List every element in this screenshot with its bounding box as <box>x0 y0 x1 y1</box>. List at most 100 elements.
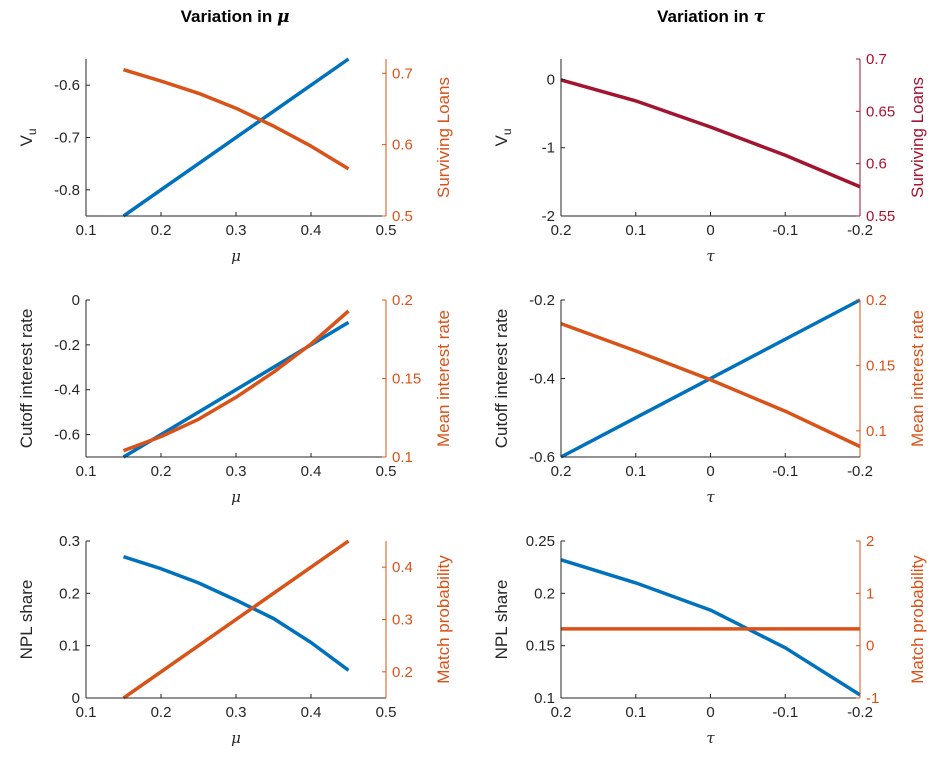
left-tick-label: -0.4 <box>54 382 80 399</box>
right-tick-label: 0 <box>866 638 874 655</box>
right-tick-label: 0.4 <box>392 559 413 576</box>
x-tick-label: 0.5 <box>376 463 397 480</box>
x-tick-label: 0.2 <box>551 704 572 721</box>
x-tick-label: 0.2 <box>151 222 172 239</box>
x-tick-label: 0.1 <box>76 222 97 239</box>
right-axis-label: Match probability <box>434 555 453 684</box>
x-axis-label: μ <box>231 488 241 506</box>
right-tick-label: 0.1 <box>866 423 887 440</box>
right-tick-label: 0.2 <box>392 664 413 681</box>
x-tick-label: 0.3 <box>226 222 247 239</box>
x-tick-label: 0.2 <box>151 704 172 721</box>
subplot-4: 0.2 0.1 0 -0.1 -0.2 τ -0.6 -0.4 -0.2 Cutoff inter… <box>492 292 927 506</box>
right-axis-label: Mean interest rate <box>434 310 453 447</box>
left-tick-label: 0 <box>547 71 555 88</box>
left-tick-label: -0.6 <box>54 427 80 444</box>
left-axis-label-subscript: u <box>25 128 39 135</box>
right-tick-label: 0.7 <box>392 65 413 82</box>
x-axis-label: τ <box>706 488 715 506</box>
right-tick-label: 0.7 <box>866 51 887 68</box>
left-tick-label: 0 <box>72 690 80 707</box>
left-axis-label: NPL share <box>17 580 36 660</box>
right-tick-label: 0.6 <box>866 156 887 173</box>
x-tick-label: 0.1 <box>625 463 646 480</box>
x-tick-label: 0.4 <box>301 222 322 239</box>
left-tick-label: 0.1 <box>534 690 555 707</box>
left-tick-label: 0.2 <box>59 585 80 602</box>
right-axis-label: Mean interest rate <box>908 310 927 447</box>
x-tick-label: 0 <box>706 222 714 239</box>
x-tick-label: 0.1 <box>76 463 97 480</box>
left-axis-label: Vu <box>17 128 39 146</box>
right-tick-label: 0.2 <box>866 292 887 309</box>
x-tick-label: 0.1 <box>625 704 646 721</box>
left-axis-label-subscript: u <box>500 128 514 135</box>
x-tick-label: 0.5 <box>376 704 397 721</box>
left-tick-label: -0.8 <box>54 182 80 199</box>
right-tick-label: 0.2 <box>392 292 413 309</box>
left-tick-label: 0.15 <box>526 638 555 655</box>
column-title-mu: Variation in μ <box>181 7 290 27</box>
right-tick-label: 0.55 <box>866 208 895 225</box>
series-line-2 <box>122 539 350 700</box>
x-tick-label: -0.1 <box>772 463 798 480</box>
x-tick-label: 0.2 <box>551 222 572 239</box>
x-tick-label: 0.2 <box>151 463 172 480</box>
right-axis-label: Surviving Loans <box>908 77 927 198</box>
x-tick-label: -0.2 <box>847 463 873 480</box>
left-axis-label: Vu <box>492 128 514 146</box>
left-tick-label: 0.2 <box>534 585 555 602</box>
x-tick-label: 0.3 <box>226 463 247 480</box>
x-tick-label: -0.1 <box>772 222 798 239</box>
x-tick-label: 0 <box>706 463 714 480</box>
left-tick-label: -0.6 <box>54 77 80 94</box>
right-tick-label: -1 <box>866 690 879 707</box>
right-tick-label: 0.6 <box>392 137 413 154</box>
x-tick-label: 0.3 <box>226 704 247 721</box>
series-line-1 <box>122 555 350 672</box>
left-tick-label: -0.6 <box>529 449 555 466</box>
series-line-2 <box>122 309 350 453</box>
left-tick-label: -0.2 <box>54 337 80 354</box>
left-axis-label: NPL share <box>492 580 511 660</box>
x-tick-label: -0.1 <box>772 704 798 721</box>
right-tick-label: 0.65 <box>866 103 895 120</box>
subplot-1: 0.1 0.2 0.3 0.4 0.5 μ -0.8 -0.7 -0.6 Vu 0.5 0.6 0.7 S… <box>17 57 453 265</box>
series-line-2 <box>560 321 861 449</box>
subplot-3: 0.1 0.2 0.3 0.4 0.5 μ -0.6 -0.4 -0.2 0 Cutoff inte… <box>17 292 453 506</box>
x-axis-label: τ <box>706 247 715 265</box>
x-tick-label: 0 <box>706 704 714 721</box>
right-tick-label: 0.15 <box>866 357 895 374</box>
right-axis-label: Surviving Loans <box>434 77 453 198</box>
right-tick-label: 0.15 <box>392 371 421 388</box>
left-tick-label: 0 <box>72 292 80 309</box>
left-axis-label: Cutoff interest rate <box>492 309 511 449</box>
x-axis-label: τ <box>706 729 715 747</box>
left-tick-label: -1 <box>542 140 555 157</box>
x-tick-label: -0.2 <box>847 222 873 239</box>
left-tick-label: 0.3 <box>59 533 80 550</box>
x-tick-label: -0.2 <box>847 704 873 721</box>
x-tick-label: 0.5 <box>376 222 397 239</box>
right-tick-label: 0.5 <box>392 208 413 225</box>
right-tick-label: 0.3 <box>392 612 413 629</box>
series-line-2 <box>122 68 350 171</box>
x-tick-label: 0.4 <box>301 463 322 480</box>
series-line-1 <box>560 78 861 189</box>
x-tick-label: 0.1 <box>625 222 646 239</box>
left-axis-label: Cutoff interest rate <box>17 309 36 449</box>
x-tick-label: 0.2 <box>551 463 572 480</box>
series-line-1 <box>122 57 350 218</box>
x-axis-label: μ <box>231 247 241 265</box>
left-tick-label: 0.1 <box>59 638 80 655</box>
right-tick-label: 0.1 <box>392 449 413 466</box>
right-tick-label: 1 <box>866 585 874 602</box>
x-tick-label: 0.4 <box>301 704 322 721</box>
left-tick-label: -0.4 <box>529 371 555 388</box>
right-tick-label: 2 <box>866 533 874 550</box>
left-tick-label: -0.2 <box>529 292 555 309</box>
series-line-1 <box>560 558 861 697</box>
